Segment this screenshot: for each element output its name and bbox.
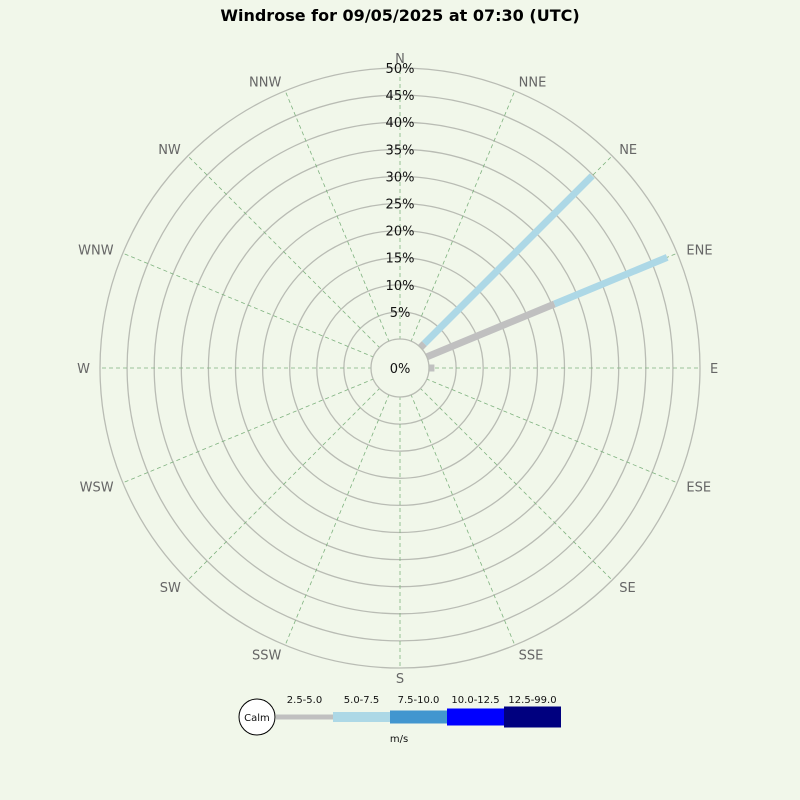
- legend-calm-label: Calm: [244, 713, 270, 724]
- legend-bin-label: 10.0-12.5: [451, 695, 499, 706]
- legend-unit-label: m/s: [390, 734, 408, 745]
- legend-swatch-2: [390, 710, 447, 724]
- ring-10: [99, 67, 701, 669]
- legend-bin-label: 7.5-10.0: [398, 695, 440, 706]
- wind-bars: [418, 173, 669, 372]
- radial-tick-labels: 5% 10% 15% 20% 25% 30% 35% 40% 45% 50%: [386, 62, 415, 321]
- legend-bin-label: 12.5-99.0: [508, 695, 556, 706]
- legend-swatch-3: [447, 708, 504, 726]
- radial-tick-label: 25%: [386, 198, 415, 213]
- radial-tick-label: 5%: [390, 306, 411, 321]
- chart-title: Windrose for 09/05/2025 at 07:30 (UTC): [220, 6, 579, 25]
- spoke-sse: [399, 367, 516, 646]
- direction-label-ese: ESE: [686, 481, 711, 496]
- legend: Calm 2.5-5.0 5.0-7.5 7.5-10.0 10.0-12.5 12.5…: [238, 695, 561, 745]
- spoke-nne: [399, 90, 516, 369]
- radial-tick-label: 15%: [386, 252, 415, 267]
- radial-tick-label: 50%: [386, 62, 415, 77]
- radial-tick-label: 45%: [386, 89, 415, 104]
- legend-bins: 2.5-5.0 5.0-7.5 7.5-10.0 10.0-12.5 12.5-99.0: [276, 695, 561, 728]
- center-circle: [370, 338, 430, 398]
- spoke-ssw: [284, 367, 401, 646]
- bar-ene-5.0-7.5: [553, 254, 669, 308]
- legend-calm-circle: [238, 698, 276, 736]
- bar-ene-2.5-5.0: [425, 300, 556, 361]
- direction-label-nw: NW: [158, 143, 181, 158]
- center-group: 0%: [370, 338, 430, 398]
- radial-tick-label: 20%: [386, 225, 415, 240]
- direction-label-ne: NE: [619, 143, 637, 158]
- legend-swatch-1: [333, 712, 390, 722]
- bar-ne-2.5-5.0: [418, 341, 427, 350]
- direction-label-ssw: SSW: [252, 648, 282, 663]
- direction-label-se: SE: [619, 581, 635, 596]
- radial-tick-label: 30%: [386, 170, 415, 185]
- ring-3: [289, 257, 511, 479]
- spoke-wnw: [122, 252, 401, 369]
- spoke-nnw: [284, 90, 401, 369]
- direction-spokes: [100, 68, 700, 668]
- spoke-sw: [187, 367, 401, 581]
- ring-4: [261, 229, 539, 507]
- direction-label-ene: ENE: [686, 243, 712, 258]
- legend-swatch-0: [276, 714, 333, 720]
- radial-tick-label: 40%: [386, 116, 415, 131]
- direction-label-e: E: [710, 362, 718, 377]
- legend-bin-label: 2.5-5.0: [287, 695, 322, 706]
- bar-ne-5.0-7.5: [421, 173, 595, 347]
- direction-labels: N NNE NE ENE E ESE SE SSE S SSW SW WSW W WNW NW NNW: [77, 52, 718, 687]
- spoke-se: [399, 367, 613, 581]
- ring-2: [316, 284, 484, 452]
- center-label: 0%: [390, 362, 411, 377]
- direction-label-n: N: [395, 52, 405, 67]
- direction-label-nnw: NNW: [249, 76, 281, 91]
- direction-label-nne: NNE: [519, 76, 547, 91]
- radial-tick-label: 10%: [386, 279, 415, 294]
- direction-label-sw: SW: [160, 581, 181, 596]
- spoke-nw: [187, 155, 401, 369]
- direction-label-s: S: [396, 672, 404, 687]
- ring-9: [126, 94, 674, 642]
- spoke-wsw: [122, 367, 401, 484]
- legend-bin-label: 5.0-7.5: [344, 695, 379, 706]
- direction-label-wsw: WSW: [80, 481, 114, 496]
- direction-label-wnw: WNW: [78, 243, 114, 258]
- legend-swatch-4: [504, 706, 561, 728]
- radial-tick-label: 35%: [386, 143, 415, 158]
- spoke-ese: [399, 367, 678, 484]
- direction-label-sse: SSE: [519, 648, 544, 663]
- direction-label-w: W: [77, 362, 90, 377]
